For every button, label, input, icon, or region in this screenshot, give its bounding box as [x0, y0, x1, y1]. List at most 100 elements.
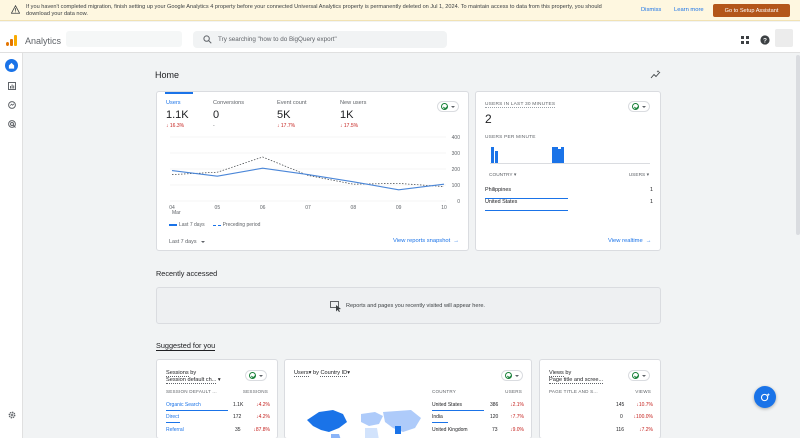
map-india: [395, 426, 401, 434]
y-tick-label: 400: [452, 135, 461, 141]
realtime-card: USERS IN LAST 30 MINUTES 2 USERS PER MIN…: [475, 91, 661, 251]
table-row: 0 ↓100.0%: [620, 414, 653, 420]
date-range-label: Last 7 days: [169, 239, 197, 245]
metric-value: 5K: [277, 109, 291, 121]
sparkle-icon: [760, 392, 770, 401]
page-scrollbar[interactable]: [796, 53, 800, 438]
check-circle-icon: [632, 372, 639, 379]
x-tick-label: 04: [169, 205, 175, 211]
x-tick-label: 06: [260, 205, 266, 211]
data-quality-button[interactable]: [437, 101, 459, 112]
realtime-title: USERS IN LAST 30 MINUTES: [485, 102, 556, 108]
metric-event-count[interactable]: Event count 5K ↓ 17.7%: [277, 100, 307, 129]
migration-banner: If you haven't completed migration, fini…: [0, 0, 800, 21]
view-reports-snapshot-link[interactable]: View reports snapshot →: [393, 238, 459, 244]
map-africa: [365, 428, 379, 438]
nav-home-icon[interactable]: [5, 59, 18, 72]
col-page-title[interactable]: PAGE TITLE AND S...: [549, 389, 598, 394]
check-circle-icon: [505, 372, 512, 379]
metric-value: 1K: [340, 109, 354, 121]
metric-label: Users: [166, 100, 181, 106]
col-views[interactable]: VIEWS: [635, 389, 651, 394]
table-row: United States: [432, 402, 463, 408]
metric-users[interactable]: Users 1.1K ↓ 16.3%: [166, 100, 189, 129]
left-nav: [0, 53, 23, 438]
suggested-heading: Suggested for you: [156, 341, 216, 351]
metric-conversions[interactable]: Conversions 0 -: [213, 100, 244, 129]
account-selector[interactable]: [66, 31, 182, 47]
banner-message: If you haven't completed migration, fini…: [26, 4, 602, 17]
x-tick-label: 07: [305, 205, 311, 211]
realtime-quality-button[interactable]: [628, 101, 650, 112]
row-country: United States: [485, 199, 518, 205]
apps-grid-icon[interactable]: [741, 36, 749, 44]
country-card-title[interactable]: Users▾ by Country ID▾: [294, 370, 351, 377]
nav-explore-icon[interactable]: [5, 98, 18, 111]
col-users[interactable]: USERS: [505, 389, 522, 394]
col-country[interactable]: COUNTRY: [432, 389, 457, 394]
arrow-down-icon: ↓: [166, 123, 169, 129]
recently-accessed-heading: Recently accessed: [156, 269, 218, 278]
x-tick-label: 10: [441, 205, 447, 211]
search-placeholder: Try searching "how to do BigQuery export…: [218, 36, 337, 43]
chart-legend: Last 7 days Preceding period: [169, 222, 260, 228]
cursor-click-icon: [330, 301, 341, 312]
views-card-title[interactable]: Views by Page title and scree...: [549, 370, 604, 384]
table-row: 116 ↓7.2%: [616, 427, 653, 433]
series-line-current: [171, 167, 445, 191]
recently-empty-text: Reports and pages you recently visited w…: [346, 303, 485, 309]
view-realtime-link[interactable]: View realtime →: [608, 238, 652, 244]
chevron-down-icon: [642, 374, 646, 377]
country-card: Users▾ by Country ID▾ COUNTRY USERS Unit…: [284, 359, 532, 438]
views-card: Views by Page title and scree... PAGE TI…: [539, 359, 661, 438]
chevron-down-icon: [515, 374, 519, 377]
view-link-label: View reports snapshot: [393, 238, 451, 244]
overview-card: Users 1.1K ↓ 16.3% Conversions 0 - Event…: [156, 91, 469, 251]
top-header: Analytics Try searching "how to do BigQu…: [0, 22, 800, 53]
legend-previous: Preceding period: [222, 222, 261, 228]
avatar[interactable]: [775, 29, 793, 47]
table-row: United Kingdom: [432, 427, 468, 433]
search-input[interactable]: Try searching "how to do BigQuery export…: [193, 31, 447, 48]
x-month-label: Mar: [172, 210, 181, 216]
settings-gear-icon[interactable]: [5, 408, 18, 421]
table-row: United States 1: [485, 199, 653, 211]
realtime-value: 2: [485, 112, 492, 126]
search-icon: [203, 35, 212, 44]
row-users: 1: [650, 187, 653, 193]
metric-change: -: [213, 123, 215, 129]
view-link-label: View realtime: [608, 238, 643, 244]
col-users[interactable]: USERS ▾: [628, 172, 649, 178]
insights-icon[interactable]: [650, 69, 661, 80]
col-country[interactable]: COUNTRY ▾: [489, 172, 517, 178]
row-country: Philippines: [485, 187, 512, 193]
legend-dashed-swatch: [212, 224, 221, 226]
metric-change: 17.7%: [280, 123, 296, 129]
metric-value: 0: [213, 109, 220, 121]
setup-assistant-button[interactable]: Go to Setup Assistant: [713, 4, 790, 17]
date-range-selector[interactable]: Last 7 days: [169, 239, 205, 245]
country-quality-button[interactable]: [501, 370, 523, 381]
warning-icon: [11, 5, 20, 14]
per-minute-bars: [490, 142, 650, 164]
map-north-america: [307, 410, 347, 432]
nav-advertising-icon[interactable]: [5, 117, 18, 130]
table-row: Organic Search: [166, 402, 201, 408]
help-icon[interactable]: ?: [760, 35, 770, 45]
nav-reports-icon[interactable]: [5, 79, 18, 92]
metric-new-users[interactable]: New users 1K ↓ 17.5%: [340, 100, 366, 129]
views-quality-button[interactable]: [628, 370, 650, 381]
sessions-quality-button[interactable]: [245, 370, 267, 381]
sessions-card-title[interactable]: Sessions by Session default ch... ▾: [166, 370, 221, 384]
map-south-america: [331, 434, 341, 438]
learn-more-link[interactable]: Learn more: [674, 7, 704, 13]
dismiss-button[interactable]: Dismiss: [641, 7, 662, 13]
series-line-preceding: [171, 156, 445, 187]
chevron-down-icon: [642, 105, 646, 108]
col-channel[interactable]: SESSION DEFAULT ...: [166, 389, 217, 394]
insights-fab-button[interactable]: [754, 386, 776, 408]
chevron-down-icon: [451, 105, 455, 108]
per-minute-label: USERS PER MINUTE: [485, 135, 536, 140]
metric-label: Conversions: [213, 100, 245, 106]
col-sessions[interactable]: SESSIONS: [242, 389, 268, 394]
